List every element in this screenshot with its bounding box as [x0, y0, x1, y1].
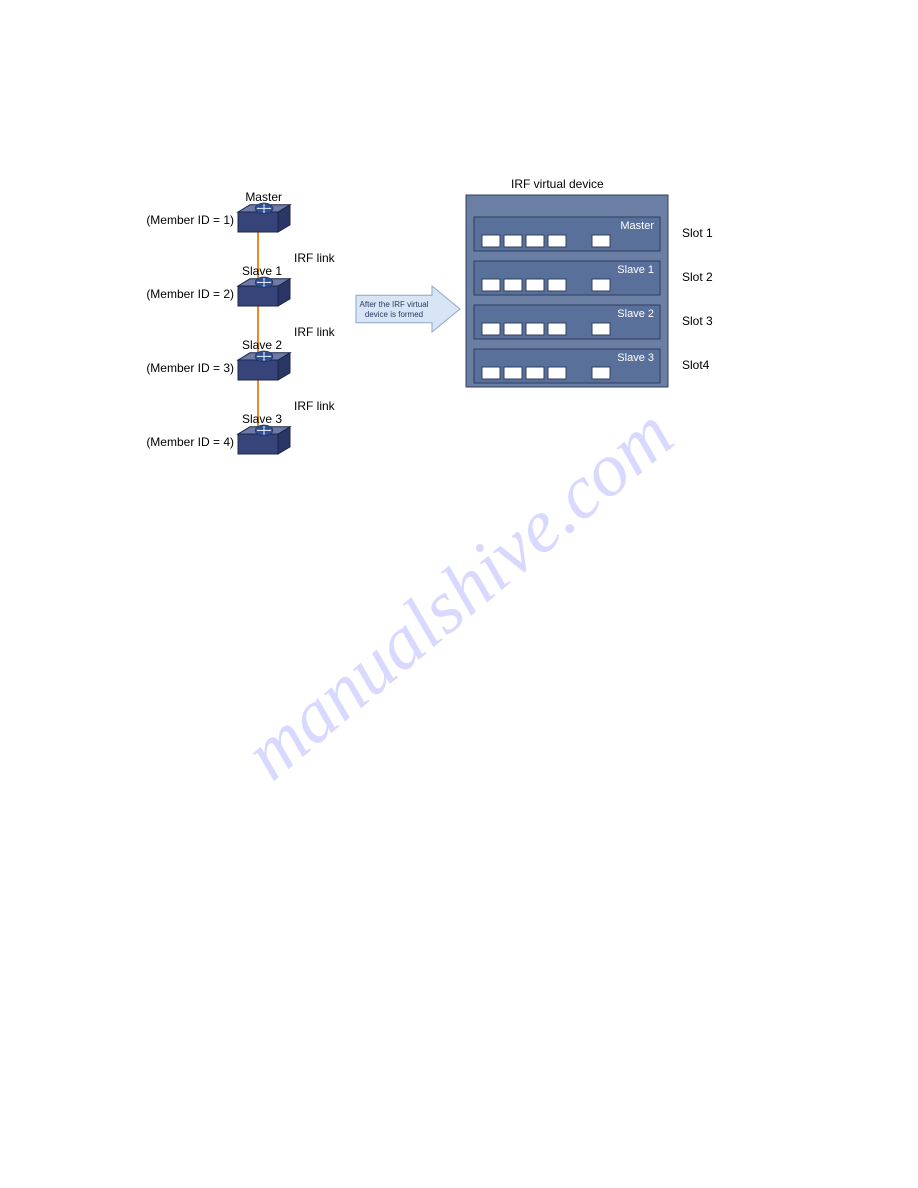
diagram-root: { "canvas":{"width":918,"height":1188,"b…	[0, 0, 918, 1188]
svg-text:Slave 3: Slave 3	[617, 352, 654, 364]
slot-ext-0: Slot 1	[682, 226, 713, 240]
slot-ext-2: Slot 3	[682, 314, 713, 328]
irf-link-label-1: IRF link	[294, 325, 335, 339]
svg-text:Slave 1: Slave 1	[617, 264, 654, 276]
irf-link-label-2: IRF link	[294, 399, 335, 413]
node-memberid-0: (Member ID = 1)	[126, 213, 234, 227]
svg-text:Slave 2: Slave 2	[617, 308, 654, 320]
node-role-3: Slave 3	[222, 412, 282, 426]
node-memberid-1: (Member ID = 2)	[126, 287, 234, 301]
slot-ext-1: Slot 2	[682, 270, 713, 284]
node-memberid-2: (Member ID = 3)	[126, 361, 234, 375]
node-role-0: Master	[222, 190, 282, 204]
node-memberid-3: (Member ID = 4)	[126, 435, 234, 449]
virtual-device-panel-svg: Master Slave 1 Slave 2 Slave 3	[0, 0, 918, 1188]
svg-text:Master: Master	[620, 220, 654, 232]
slot-ext-3: Slot4	[682, 358, 709, 372]
panel-title: IRF virtual device	[511, 177, 604, 191]
irf-link-label-0: IRF link	[294, 251, 335, 265]
node-role-2: Slave 2	[222, 338, 282, 352]
node-role-1: Slave 1	[222, 264, 282, 278]
